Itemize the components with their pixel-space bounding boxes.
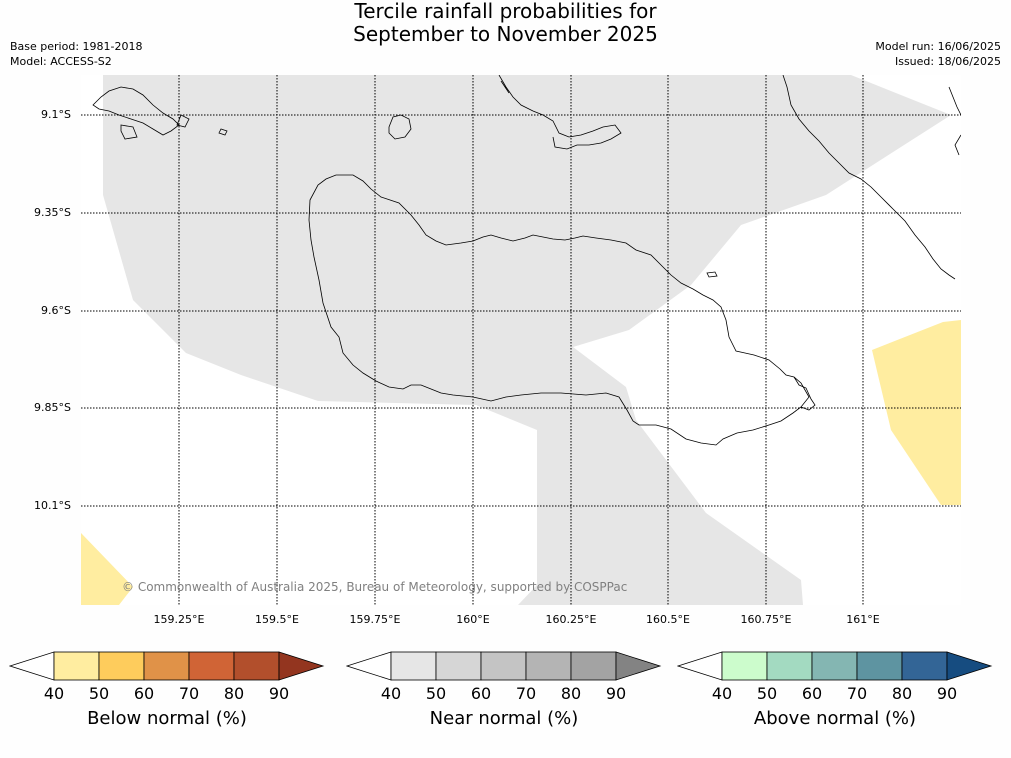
colorbar-swatch-50 [98,651,145,681]
colorbar-swatch-upper [946,651,993,681]
colorbar-swatch-lower [346,651,392,681]
colorbar-swatch-80 [901,651,948,681]
colorbar-swatch-80 [233,651,280,681]
colorbar-above-tick-70: 70 [846,684,868,703]
meta-left: Base period: 1981-2018 Model: ACCESS-S2 [10,39,142,69]
colorbar-above-tick-40: 40 [711,684,733,703]
below-normal-region-southwest [81,533,133,605]
colorbar-below-label: Below normal (%) [87,708,247,729]
colorbar-near-tick-80: 80 [560,684,582,703]
lon-label-7: 160.75°E [740,613,792,626]
colorbar-above-tick-90: 90 [936,684,958,703]
colorbar-near-tick-70: 70 [515,684,537,703]
title-line-2: September to November 2025 [353,22,658,46]
colorbar-swatch-70 [856,651,903,681]
coastline-malaita [782,75,961,280]
meta-right: Model run: 16/06/2025 Issued: 18/06/2025 [875,39,1001,69]
colorbar-below-tick-90: 90 [268,684,290,703]
lon-label-2: 159.5°E [255,613,299,626]
lon-label-1: 159.25°E [153,613,205,626]
coastline-east-cape [793,376,816,411]
colorbar-swatch-50 [766,651,813,681]
colorbar-swatch-40 [721,651,768,681]
lon-label-4: 160°E [456,613,490,626]
lon-label-5: 160.25°E [545,613,597,626]
lat-label-3: 9.6°S [41,304,71,317]
colorbar-above-label: Above normal (%) [753,708,917,729]
colorbar-swatch-50 [435,651,482,681]
coastline-guadalcanal [308,174,810,446]
colorbar-swatch-70 [525,651,572,681]
coastline-small-islet [706,271,718,278]
lat-label-5: 10.1°S [34,499,71,512]
model-name: Model: ACCESS-S2 [10,55,112,68]
colorbar-swatch-60 [811,651,858,681]
lat-label-2: 9.35°S [34,206,71,219]
colorbar-below-tick-60: 60 [133,684,155,703]
colorbar-below-tick-80: 80 [223,684,245,703]
issued-date: Issued: 18/06/2025 [894,55,1001,68]
lon-label-6: 160.5°E [646,613,690,626]
colorbar-near-tick-50: 50 [425,684,447,703]
colorbar-swatch-70 [188,651,235,681]
colorbar-swatch-60 [143,651,190,681]
map-svg [81,75,961,605]
colorbar-above-tick-50: 50 [756,684,778,703]
colorbar-swatch-80 [570,651,617,681]
colorbar-near-normal: 40 50 60 70 80 90 Near normal (%) [346,650,662,730]
colorbar-swatch-40 [390,651,437,681]
title-line-1: Tercile rainfall probabilities for [354,0,657,23]
lat-label-1: 9.1°S [41,108,71,121]
colorbar-swatch-lower [677,651,723,681]
chart-title: Tercile rainfall probabilities for Septe… [0,0,1011,46]
colorbar-below-normal-svg [9,651,325,681]
colorbar-above-normal-svg [677,651,993,681]
coastline-russell-islands [92,86,228,140]
colorbar-swatch-40 [53,651,100,681]
colorbar-swatch-upper [278,651,325,681]
lon-label-8: 161°E [846,613,880,626]
colorbar-below-tick-40: 40 [43,684,65,703]
colorbar-above-tick-80: 80 [891,684,913,703]
copyright-notice: © Commonwealth of Australia 2025, Bureau… [122,580,628,594]
colorbar-near-normal-svg [346,651,662,681]
colorbar-near-tick-40: 40 [380,684,402,703]
colorbar-swatch-lower [9,651,55,681]
map-panel [81,75,961,605]
model-run: Model run: 16/06/2025 [875,40,1001,53]
base-period: Base period: 1981-2018 [10,40,143,53]
coastlines [92,75,961,446]
colorbar-above-tick-60: 60 [801,684,823,703]
colorbar-below-normal: 40 50 60 70 80 90 Below normal (%) [9,650,325,730]
colorbar-above-normal: 40 50 60 70 80 90 Above normal (%) [677,650,993,730]
gridlines [81,75,961,605]
colorbar-near-tick-60: 60 [470,684,492,703]
coastline-savo-island [388,114,412,140]
below-normal-region-east [872,320,961,505]
lon-label-3: 159.75°E [349,613,401,626]
colorbar-below-tick-70: 70 [178,684,200,703]
colorbar-near-tick-90: 90 [605,684,627,703]
coastline-florida-islands [498,75,622,150]
colorbar-swatch-60 [480,651,527,681]
colorbar-below-tick-50: 50 [88,684,110,703]
colorbar-swatch-upper [615,651,662,681]
colorbar-near-label: Near normal (%) [429,708,579,729]
lat-label-4: 9.85°S [34,401,71,414]
near-normal-region [103,75,951,605]
